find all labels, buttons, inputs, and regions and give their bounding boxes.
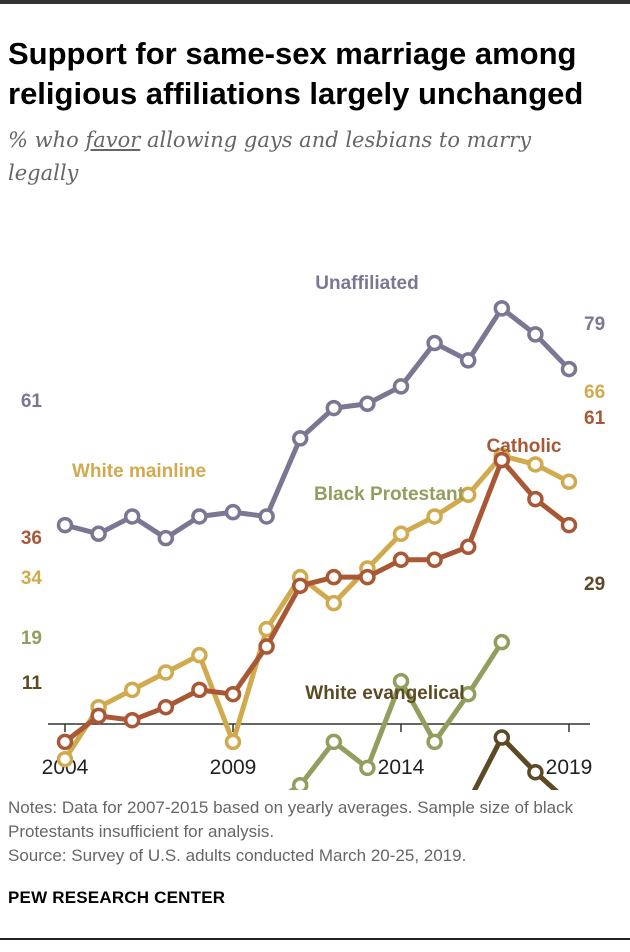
- series-line-white-evangelical: [471, 735, 559, 790]
- data-point-black-protestant: [426, 733, 443, 751]
- data-point-white-mainline: [426, 508, 443, 525]
- subtitle-suffix: allowing gays and lesbians to marry lega…: [8, 128, 532, 185]
- end-value-label-catholic: 61: [584, 408, 606, 429]
- footer-notes-block: Notes: Data for 2007-2015 based on yearl…: [8, 796, 620, 868]
- data-point-unaffiliated: [426, 334, 443, 352]
- data-point-white-mainline: [392, 525, 410, 543]
- series-label-catholic: Catholic: [487, 436, 562, 457]
- data-point-catholic: [191, 681, 208, 699]
- data-point-white-evangelical: [527, 763, 544, 781]
- data-point-unaffiliated: [527, 326, 544, 343]
- x-tick-label: 2014: [378, 756, 425, 779]
- data-point-unaffiliated: [224, 503, 242, 521]
- series-label-unaffiliated: Unaffiliated: [315, 273, 418, 294]
- data-point-black-protestant: [493, 633, 511, 651]
- data-point-catholic: [90, 707, 107, 725]
- data-point-unaffiliated: [123, 508, 141, 525]
- data-point-white-mainline: [325, 594, 343, 612]
- data-point-white-evangelical: [493, 729, 511, 746]
- data-point-white-mainline: [56, 750, 74, 768]
- end-value-label-unaffiliated: 79: [584, 314, 605, 335]
- series-line-unaffiliated: [62, 305, 572, 541]
- data-point-catholic: [291, 577, 309, 595]
- end-value-label-white-mainline: 66: [584, 382, 605, 403]
- brand-logo-text: PEW RESEARCH CENTER: [8, 888, 226, 907]
- data-point-catholic: [359, 568, 376, 586]
- data-point-unaffiliated: [325, 399, 343, 417]
- data-point-white-mainline: [123, 681, 141, 699]
- data-point-white-mainline: [157, 664, 175, 681]
- data-point-catholic: [560, 516, 578, 534]
- data-point-white-mainline: [560, 473, 578, 491]
- data-point-black-protestant: [392, 672, 410, 690]
- data-point-unaffiliated: [291, 430, 309, 447]
- series-line-black-protestant: [288, 639, 505, 790]
- end-value-label-white-evangelical: 29: [584, 574, 605, 595]
- data-point-black-protestant: [325, 733, 343, 751]
- series-label-white-mainline: White mainline: [72, 461, 206, 482]
- data-point-white-mainline: [527, 456, 544, 473]
- start-value-label-unaffiliated: 61: [21, 391, 43, 412]
- data-point-catholic: [392, 551, 410, 569]
- series-line-catholic: [62, 457, 572, 745]
- source-text: Source: Survey of U.S. adults conducted …: [8, 846, 467, 865]
- data-point-catholic: [527, 490, 544, 508]
- start-value-label-white-evangelical: 11: [22, 673, 43, 694]
- line-chart: 2004 2009 2014 2019 Unaffiliated White mainli…: [21, 273, 606, 790]
- data-point-white-mainline: [191, 646, 208, 664]
- data-point-catholic: [459, 538, 477, 556]
- data-point-white-mainline: [224, 733, 242, 751]
- data-point-white-mainline: [258, 620, 275, 638]
- data-point-catholic: [224, 685, 242, 703]
- data-point-catholic: [325, 568, 343, 586]
- x-tick-label: 2019: [546, 756, 593, 779]
- data-point-unaffiliated: [459, 352, 477, 369]
- bottom-rule: [0, 938, 630, 940]
- data-point-catholic: [426, 551, 443, 569]
- chart-title: Support for same-sex marriage among reli…: [8, 36, 584, 111]
- data-point-catholic: [493, 451, 511, 469]
- top-rule: [0, 0, 630, 4]
- data-point-unaffiliated: [392, 378, 410, 395]
- data-point-unaffiliated: [560, 360, 578, 378]
- series-label-black-protestant: Black Protestant: [314, 484, 465, 505]
- notes-text: Notes: Data for 2007-2015 based on yearl…: [8, 798, 574, 841]
- data-point-unaffiliated: [90, 525, 107, 543]
- data-point-unaffiliated: [56, 516, 74, 534]
- series-label-white-evangelical: White evangelical: [305, 683, 464, 704]
- data-point-unaffiliated: [359, 395, 376, 412]
- data-point-unaffiliated: [157, 529, 175, 547]
- data-point-unaffiliated: [191, 508, 208, 525]
- subtitle-emphasis: favor: [85, 128, 141, 152]
- data-point-black-protestant: [359, 759, 376, 777]
- x-tick-label: 2009: [210, 756, 257, 779]
- start-value-label-catholic: 36: [21, 528, 42, 549]
- data-point-unaffiliated: [493, 300, 511, 317]
- chart-subtitle: % who favor allowing gays and lesbians t…: [8, 124, 568, 190]
- data-point-black-protestant: [459, 685, 477, 703]
- data-point-white-mainline: [459, 486, 477, 504]
- x-tick-label: 2004: [42, 756, 89, 779]
- data-point-catholic: [123, 711, 141, 729]
- start-value-label-black-protestant: 19: [21, 628, 42, 649]
- data-point-unaffiliated: [258, 508, 275, 525]
- series-line-white-mainline: [62, 453, 572, 762]
- data-point-black-protestant: [291, 776, 309, 790]
- data-point-catholic: [258, 638, 275, 655]
- data-point-catholic: [56, 733, 74, 751]
- start-value-label-white-mainline: 34: [21, 568, 43, 589]
- data-point-catholic: [157, 698, 175, 716]
- subtitle-prefix: % who: [8, 128, 86, 152]
